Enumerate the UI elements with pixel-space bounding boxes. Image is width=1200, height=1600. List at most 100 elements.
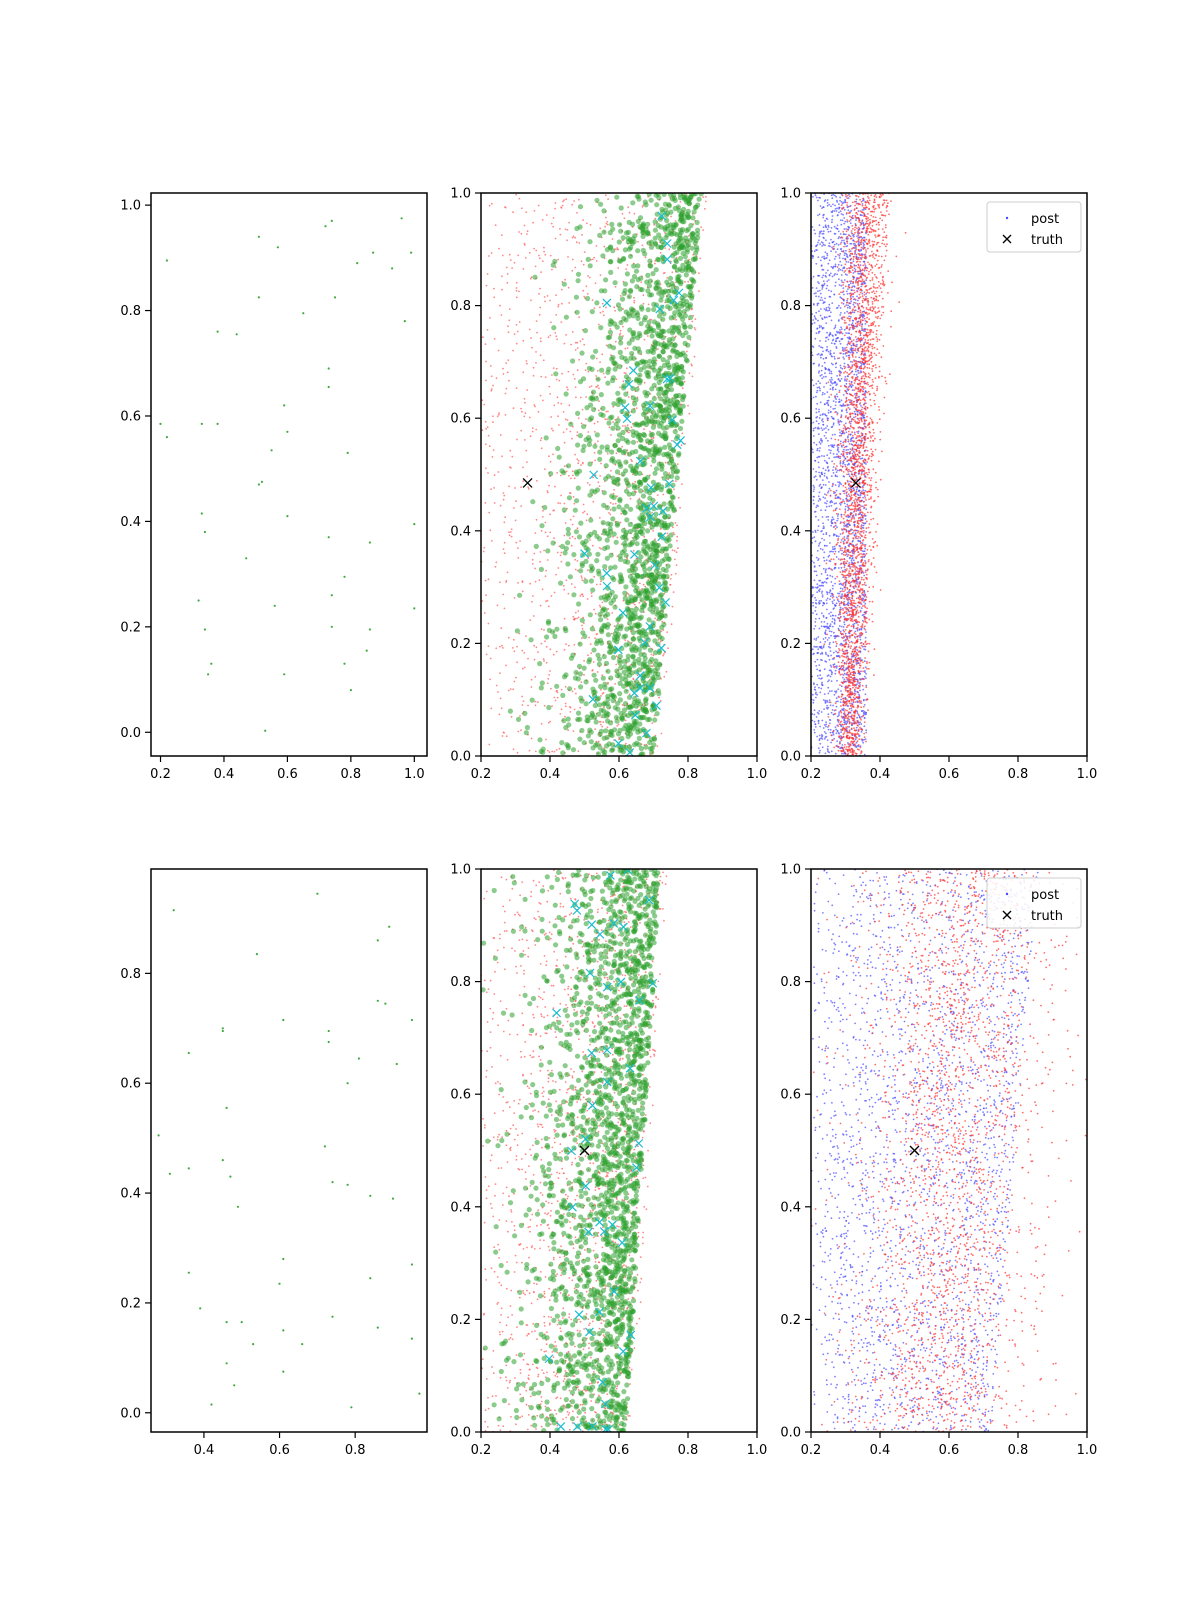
- post-point: [834, 637, 836, 640]
- proposal-point: [555, 749, 558, 751]
- post-point: [855, 514, 857, 517]
- post-point: [838, 340, 841, 343]
- sample-point: [605, 380, 611, 386]
- proposal-point: [607, 410, 609, 413]
- proposal-point: [492, 415, 494, 418]
- proposal-point: [484, 420, 487, 423]
- proposal-point: [536, 331, 538, 334]
- plot-area-top-middle: [481, 193, 707, 756]
- proposal-point: [501, 275, 503, 278]
- sample-point: [669, 494, 675, 500]
- post-point: [814, 475, 817, 478]
- post-point: [840, 625, 843, 628]
- post-point: [822, 216, 825, 219]
- data-point: [216, 330, 219, 333]
- sample-point: [577, 433, 584, 439]
- post-point: [863, 236, 865, 239]
- data-point: [159, 422, 162, 425]
- sample-point: [612, 280, 618, 286]
- sample-point: [537, 661, 543, 667]
- sample-point: [586, 441, 593, 448]
- sample-point: [560, 750, 566, 756]
- sample-point: [550, 262, 556, 268]
- proposal-point: [608, 426, 611, 429]
- post-point: [839, 364, 842, 367]
- proposal-point: [515, 287, 518, 289]
- data-point: [346, 451, 349, 454]
- post-point: [831, 575, 834, 578]
- proposal-point: [587, 557, 590, 560]
- post-point: [840, 213, 843, 215]
- post-point: [820, 437, 822, 440]
- proposal-point: [481, 600, 484, 602]
- post-point: [822, 638, 825, 640]
- post-point: [848, 193, 850, 196]
- data-point: [413, 523, 416, 526]
- sample-point: [507, 708, 513, 714]
- sample-point: [635, 315, 641, 321]
- post-point: [836, 469, 839, 472]
- post-point: [816, 583, 819, 586]
- sample-point: [671, 397, 677, 403]
- proposal-point: [672, 526, 674, 529]
- post-point: [839, 701, 842, 703]
- post-point: [864, 666, 867, 669]
- proposal-point: [563, 199, 565, 202]
- sample-point: [517, 592, 523, 598]
- sample-point: [669, 325, 675, 331]
- sample-point: [647, 358, 653, 364]
- post-point: [824, 403, 826, 406]
- sample-point: [570, 652, 576, 658]
- proposal-point: [577, 459, 580, 462]
- proposal-point: [699, 257, 701, 260]
- proposal-point: [598, 517, 601, 519]
- proposal-point: [601, 725, 604, 728]
- post-point: [812, 499, 815, 502]
- post-point: [815, 262, 818, 265]
- proposal-point: [500, 314, 503, 316]
- proposal-point: [539, 354, 542, 357]
- sample-point: [615, 700, 621, 706]
- post-point: [834, 404, 837, 407]
- post-point: [831, 246, 833, 249]
- post-point: [862, 415, 864, 418]
- proposal-point: [513, 261, 516, 264]
- post-point: [812, 421, 815, 424]
- x-tick-label: 1.0: [404, 767, 425, 782]
- post-point: [820, 625, 823, 628]
- proposal-point: [582, 595, 584, 598]
- post-point: [856, 712, 859, 714]
- proposal-point: [546, 535, 549, 538]
- sample-point: [681, 393, 687, 399]
- sample-point: [590, 354, 596, 360]
- proposal-point: [515, 500, 517, 503]
- sample-point: [631, 643, 637, 650]
- post-point: [822, 230, 825, 233]
- post-point: [836, 412, 839, 414]
- proposal-point: [581, 579, 584, 582]
- sample-point: [654, 202, 660, 208]
- post-point: [828, 307, 831, 310]
- proposal-point: [643, 535, 646, 538]
- sample-point: [649, 585, 655, 591]
- data-point: [330, 219, 333, 222]
- sample-point: [638, 751, 644, 756]
- post-point: [830, 611, 832, 614]
- proposal-point: [606, 453, 609, 455]
- proposal-point: [600, 580, 602, 583]
- proposal-point: [509, 531, 512, 533]
- proposal-point: [502, 373, 505, 375]
- sample-point: [611, 694, 618, 700]
- sample-point: [615, 425, 621, 431]
- post-point: [829, 731, 832, 734]
- sample-point: [580, 376, 587, 382]
- post-point: [829, 598, 831, 601]
- post-point: [860, 472, 863, 474]
- post-point: [827, 491, 829, 494]
- post-point: [814, 686, 816, 689]
- proposal-point: [537, 410, 540, 413]
- sample-point: [660, 574, 667, 581]
- sample-point: [667, 354, 673, 360]
- sample-point: [601, 622, 607, 628]
- sample-point: [646, 581, 652, 587]
